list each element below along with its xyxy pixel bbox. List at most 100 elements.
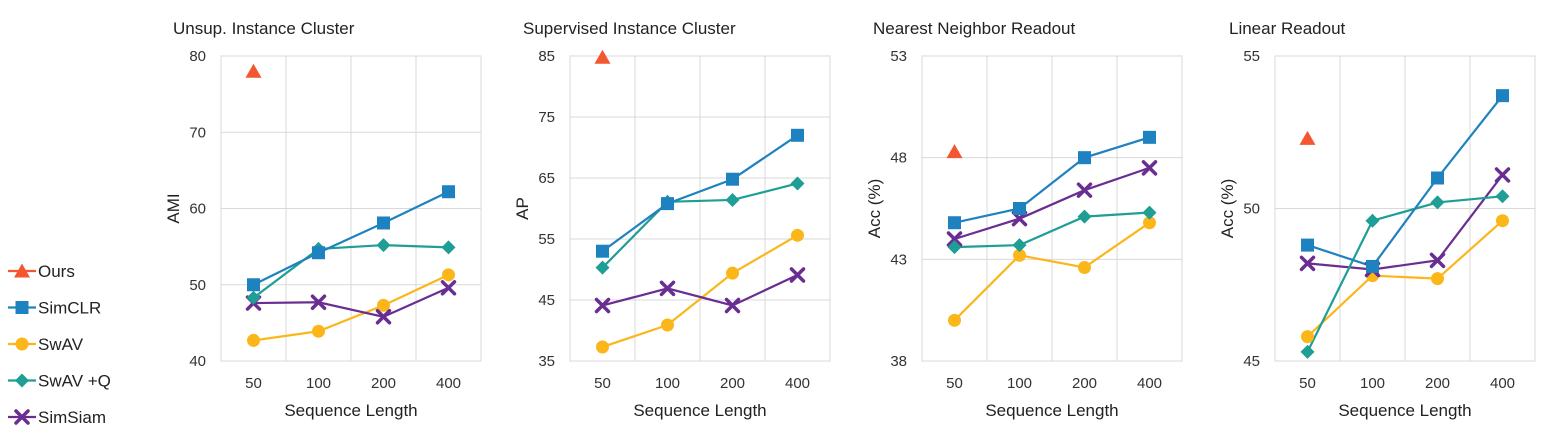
series-line	[601, 182, 798, 269]
y-axis-label: Acc (%)	[1218, 179, 1237, 239]
data-point	[1366, 259, 1379, 273]
series-line	[253, 273, 449, 342]
data-point	[1300, 344, 1315, 359]
chart-panel: Supervised Instance Cluster 35 45 55 65 75 85 5…	[513, 19, 831, 420]
data-point	[1429, 252, 1446, 269]
plot-frame	[569, 55, 831, 362]
legend-item: SwAV	[8, 335, 84, 354]
data-point	[1013, 248, 1026, 262]
plot-frame	[220, 55, 482, 362]
x-tick-label: 400	[785, 375, 810, 392]
data-point	[442, 268, 455, 282]
y-axis-label: AP	[513, 197, 532, 220]
data-point	[377, 298, 390, 312]
series-line	[1307, 94, 1504, 268]
y-tick-label: 50	[1243, 201, 1260, 218]
data-point	[377, 216, 390, 230]
x-tick-label: 200	[371, 375, 396, 392]
chart-title: Linear Readout	[1229, 19, 1346, 38]
data-point	[1365, 213, 1380, 228]
data-point	[1143, 130, 1156, 144]
y-tick-label: 38	[890, 353, 907, 370]
legend-item: SwAV +Q	[8, 372, 111, 391]
data-point	[441, 240, 456, 255]
y-tick-label: 85	[538, 48, 555, 65]
data-point	[1142, 205, 1157, 220]
data-point	[440, 280, 457, 296]
y-tick-label: 80	[189, 48, 206, 65]
y-tick-label: 60	[189, 201, 206, 218]
x-tick-label: 200	[1072, 375, 1097, 392]
data-point	[310, 294, 327, 311]
series-line	[253, 190, 449, 286]
data-point	[1077, 209, 1092, 224]
y-tick-label: 45	[538, 292, 555, 309]
series-line	[602, 273, 798, 307]
data-point	[1078, 260, 1091, 274]
chart-title: Supervised Instance Cluster	[523, 19, 736, 38]
legend-label: SwAV +Q	[38, 372, 111, 391]
data-point	[1143, 216, 1156, 230]
y-tick-label: 35	[538, 353, 555, 370]
y-tick-label: 55	[538, 231, 555, 248]
data-point	[1076, 182, 1093, 198]
chart-panel: Nearest Neighbor Readout 38 43 48 53 50 100 200…	[865, 19, 1183, 420]
data-point	[946, 144, 963, 159]
x-tick-label: 50	[245, 375, 262, 392]
x-tick-label: 200	[720, 375, 745, 392]
y-tick-label: 45	[1243, 353, 1260, 370]
data-point	[376, 238, 391, 253]
data-point	[726, 266, 739, 280]
data-point	[1141, 160, 1158, 176]
series-line	[953, 221, 1151, 322]
data-point	[1431, 171, 1444, 185]
chart-panel: Unsup. Instance Cluster 40 50 60 70 80 50 100 20…	[164, 19, 482, 420]
data-point	[1496, 89, 1509, 103]
x-tick-label: 50	[594, 375, 611, 392]
y-axis-label: Acc (%)	[865, 179, 884, 239]
y-tick-label: 75	[538, 109, 555, 126]
x-axis-label: Sequence Length	[1338, 401, 1471, 420]
data-point	[1013, 202, 1026, 215]
data-point	[375, 309, 392, 325]
series-line	[954, 166, 1150, 241]
data-point	[247, 278, 260, 292]
y-axis-label: AMI	[164, 193, 183, 223]
data-point	[245, 63, 262, 78]
series-line	[252, 243, 449, 299]
data-point	[1301, 330, 1314, 344]
legend-item: Ours	[8, 262, 75, 281]
data-point	[1495, 189, 1510, 204]
data-point	[312, 246, 325, 260]
y-tick-label: 53	[890, 48, 907, 65]
data-point	[1299, 130, 1316, 145]
data-point	[726, 172, 739, 186]
data-point	[790, 176, 805, 191]
data-point	[1299, 255, 1316, 272]
data-point	[791, 128, 804, 142]
x-axis-label: Sequence Length	[633, 401, 766, 420]
y-tick-label: 40	[189, 353, 206, 370]
data-point	[596, 340, 609, 354]
chart-title: Nearest Neighbor Readout	[873, 19, 1076, 38]
data-point	[724, 297, 741, 314]
series-line	[253, 286, 449, 318]
series-line	[954, 211, 1150, 249]
data-point	[791, 228, 804, 242]
y-tick-label: 65	[538, 170, 555, 187]
x-tick-label: 400	[1490, 375, 1515, 392]
series-line	[602, 234, 799, 349]
data-point	[947, 240, 962, 255]
series-line	[954, 136, 1150, 224]
y-tick-label: 43	[890, 251, 907, 268]
x-tick-label: 100	[306, 375, 331, 392]
data-point	[1012, 238, 1027, 253]
data-point	[661, 197, 674, 211]
data-point	[596, 244, 609, 258]
data-point	[1301, 238, 1314, 252]
y-tick-label: 48	[890, 150, 907, 167]
data-point	[312, 324, 325, 338]
plot-frame	[921, 55, 1183, 362]
x-tick-label: 100	[655, 375, 680, 392]
data-point	[1494, 167, 1511, 183]
